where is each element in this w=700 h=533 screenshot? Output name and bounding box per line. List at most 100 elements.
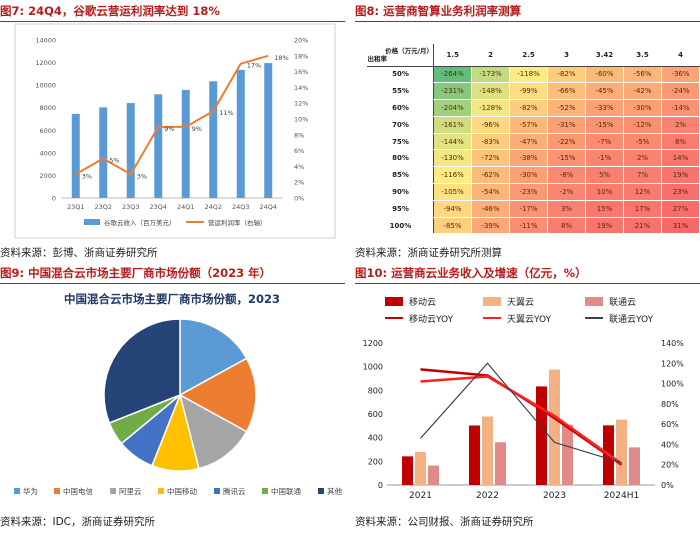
fig7-yleft-tick: 0 xyxy=(52,195,56,203)
fig7-margin-line xyxy=(75,54,269,176)
fig7-source: 资料来源：彭博、浙商证券研究所 xyxy=(0,247,158,259)
fig9-legend-swatch xyxy=(262,488,268,494)
heatmap-cell: -11% xyxy=(509,216,548,235)
heatmap-cell: 17% xyxy=(623,199,662,218)
fig7-yright-tick: 0% xyxy=(294,195,304,203)
heatmap-cell: -99% xyxy=(509,82,548,101)
fig7-legend-bar-label: 谷歌云收入（百万美元） xyxy=(104,218,176,227)
fig10-title: 图10: 运营商云业务收入及增速（亿元，%） xyxy=(355,266,587,280)
fig9-legend-label: 中国移动 xyxy=(167,486,197,496)
fig7-yright-tick: 16% xyxy=(294,68,308,76)
fig9-legend-swatch xyxy=(54,488,60,494)
fig9-pie-slice xyxy=(178,393,248,470)
fig8-heatmap: 价格（万元/月） 出租率 1.5 2 2.5 3 3.42 3.5 4 50% -264% -1… xyxy=(367,44,700,235)
heatmap-row-header: 85% xyxy=(367,166,434,185)
fig10-yleft-tick: 1000 xyxy=(363,363,383,372)
fig10-legend-line-label: 移动云YOY xyxy=(409,313,454,325)
fig10-yleft-tick: 400 xyxy=(368,434,383,443)
heatmap-cell: 19% xyxy=(585,216,624,235)
fig7-yleft-tick: 14000 xyxy=(35,37,56,45)
heatmap-cell: 23% xyxy=(661,183,700,201)
heatmap-cell: -94% xyxy=(433,199,472,218)
heatmap-col-header: 2 xyxy=(471,44,510,67)
fig9-panel: 图9: 中国混合云市场主要厂商市场份额（2023 年） 中国混合云市场主要厂商市… xyxy=(0,264,345,533)
heatmap-cell: -56% xyxy=(623,65,662,84)
fig7-point-label: 9% xyxy=(164,125,174,133)
fig9-legend-label: 腾讯云 xyxy=(223,486,246,496)
heatmap-row-header: 60% xyxy=(367,99,434,117)
fig9-legend-label: 阿里云 xyxy=(119,487,142,496)
fig10-yoy-line xyxy=(420,375,623,465)
fig7-x-tick: 24Q1 xyxy=(177,203,195,211)
fig10-yleft-tick: 0 xyxy=(378,481,383,490)
heatmap-cell: -42% xyxy=(623,82,662,101)
heatmap-cell: -130% xyxy=(433,149,472,168)
fig9-pie-slice xyxy=(179,318,248,397)
fig10-bar xyxy=(415,451,426,485)
heatmap-cell: -5% xyxy=(623,132,662,151)
fig8-panel: 图8: 运营商智算业务利润率测算 价格（万元/月） 出租率 1.5 2 2.5 3 3.… xyxy=(355,0,700,262)
fig10-legend-bar-label: 联通云 xyxy=(609,297,636,308)
fig10-legend-bar-label: 天翼云 xyxy=(507,297,534,308)
heatmap-cell: -15% xyxy=(585,115,624,134)
fig7-legend-line-label: 营运利润率（右轴） xyxy=(208,218,267,227)
fig10-yleft-tick: 800 xyxy=(368,386,383,395)
heatmap-corner-price-label: 价格（万元/月） xyxy=(385,46,433,55)
fig10-yright-tick: 0% xyxy=(661,481,674,490)
fig10-bar xyxy=(482,416,493,485)
fig9-legend-label: 其他 xyxy=(327,486,342,496)
heatmap-cell: -85% xyxy=(433,216,472,235)
heatmap-cell: -39% xyxy=(471,216,510,235)
heatmap-row: 60% -204% -128% -82% -52% -33% -30% -14% xyxy=(367,99,700,117)
fig7-x-tick: 23Q2 xyxy=(94,203,112,211)
heatmap-cell: -24% xyxy=(661,82,700,101)
heatmap-cell: -2% xyxy=(547,183,586,201)
fig10-yright-tick: 20% xyxy=(661,461,679,470)
heatmap-row-header: 55% xyxy=(367,82,434,101)
fig9-legend-swatch xyxy=(110,488,116,494)
fig7-point-label: 17% xyxy=(247,62,261,70)
heatmap-col-header: 1.5 xyxy=(433,44,472,67)
fig10-bar xyxy=(562,424,573,485)
fig7-bar xyxy=(126,103,135,198)
fig7-bar xyxy=(99,107,108,198)
fig7-x-tick: 23Q4 xyxy=(149,203,167,211)
heatmap-row: 75% -144% -83% -47% -22% -7% -5% 8% xyxy=(367,132,700,151)
fig7-yright-tick: 18% xyxy=(294,52,308,60)
heatmap-cell: -33% xyxy=(585,99,624,117)
heatmap-corner: 价格（万元/月） 出租率 xyxy=(367,44,434,67)
heatmap-row: 55% -231% -148% -99% -66% -45% -42% -24% xyxy=(367,82,700,101)
heatmap-cell: -54% xyxy=(471,183,510,201)
fig7-bar xyxy=(264,63,273,198)
fig7-panel: 图7: 24Q4，谷歌云营运利润率达到 18% 0 2000 4000 6000 800… xyxy=(0,0,345,262)
fig8-source: 资料来源：浙商证券研究所测算 xyxy=(355,247,502,259)
fig7-bar xyxy=(181,89,190,198)
fig10-bar xyxy=(428,465,439,485)
heatmap-cell: 3% xyxy=(547,199,586,218)
fig7-x-tick: 24Q4 xyxy=(259,203,277,211)
heatmap-col-header: 4 xyxy=(661,44,700,67)
fig7-x-tick: 24Q2 xyxy=(204,203,222,211)
fig7-yright-tick: 6% xyxy=(294,147,304,155)
heatmap-cell: -62% xyxy=(471,166,510,185)
fig7-yright-tick: 14% xyxy=(294,84,308,92)
fig10-yoy-line xyxy=(420,362,622,464)
heatmap-col-header: 2.5 xyxy=(509,44,548,67)
fig9-title-rule xyxy=(0,283,345,284)
heatmap-row: 100% -85% -39% -11% 8% 19% 21% 31% xyxy=(367,216,700,235)
fig7-yleft-tick: 12000 xyxy=(35,59,56,67)
heatmap-cell: -14% xyxy=(661,99,700,117)
heatmap-cell: 5% xyxy=(585,166,624,185)
heatmap-cell: -66% xyxy=(547,82,586,101)
heatmap-col-header: 3.5 xyxy=(623,44,662,67)
fig7-legend-bar-swatch xyxy=(84,219,100,225)
fig9-pie-slice xyxy=(103,318,181,424)
fig10-legend-line-label: 联通云YOY xyxy=(609,314,654,325)
fig10-yleft-tick: 200 xyxy=(368,457,383,466)
heatmap-cell: 10% xyxy=(585,183,624,201)
fig9-legend-label: 中国电信 xyxy=(63,486,93,496)
heatmap-cell: -105% xyxy=(433,183,472,201)
heatmap-cell: -204% xyxy=(433,99,472,117)
fig7-point-label: 3% xyxy=(137,172,147,180)
